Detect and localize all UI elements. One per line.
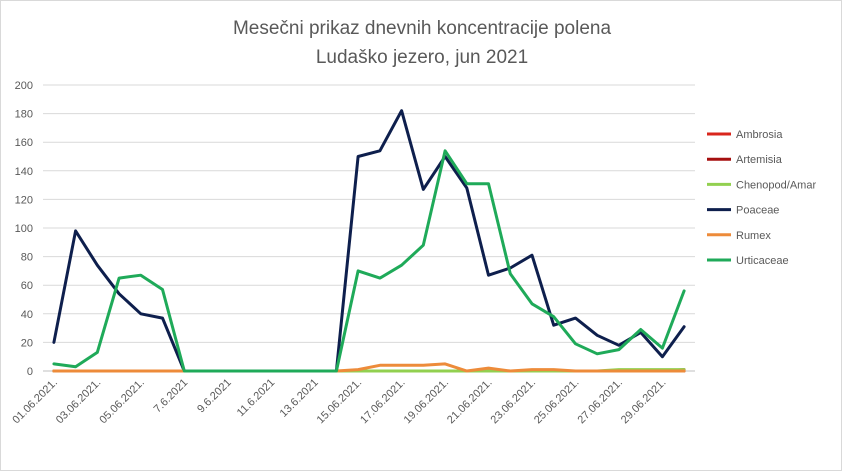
legend-label: Poaceae [736, 205, 779, 217]
x-tick-label: 19.06.2021. [402, 377, 452, 427]
y-tick-label: 60 [21, 280, 33, 292]
legend-label: Urticaceae [736, 255, 789, 267]
legend-item: Artemisia [707, 154, 783, 166]
x-tick-label: 17.06.2021. [358, 377, 408, 427]
legend-label: Rumex [736, 230, 771, 242]
y-tick-label: 20 [21, 337, 33, 349]
legend-label: Chenopod/Amar [736, 179, 816, 191]
series-line-poaceae [52, 109, 686, 373]
y-tick-label: 180 [15, 109, 33, 121]
series-line-rumex [52, 362, 686, 373]
x-tick-label: 9.6.2021 [195, 377, 234, 416]
x-tick-label: 23.06.2021. [489, 377, 539, 427]
y-tick-label: 120 [15, 194, 33, 206]
x-axis-tick-labels: 01.06.2021.03.06.2021.05.06.2021. 7.6.202… [10, 377, 668, 427]
legend-item: Ambrosia [707, 129, 783, 141]
x-tick-label: 7.6.2021 [152, 377, 191, 416]
series-lines [52, 109, 686, 373]
chart-title-line-2: Ludaško jezero, jun 2021 [316, 47, 528, 68]
gridlines [43, 84, 695, 372]
y-tick-label: 100 [15, 223, 33, 235]
y-tick-label: 80 [21, 252, 33, 264]
x-tick-label: 11.6.2021 [235, 377, 278, 420]
legend-label: Artemisia [736, 154, 783, 166]
legend: Ambrosia Artemisia Chenopod/Amar Poaceae Rum… [707, 129, 816, 267]
x-tick-label: 27.06.2021. [575, 377, 625, 427]
x-tick-label: 25.06.2021. [532, 377, 582, 427]
y-tick-label: 140 [15, 166, 33, 178]
x-tick-label: 21.06.2021. [445, 377, 495, 427]
x-tick-label: 03.06.2021. [54, 377, 104, 427]
x-tick-label: 29.06.2021. [619, 377, 669, 427]
y-tick-label: 200 [15, 80, 33, 92]
legend-label: Ambrosia [736, 129, 783, 141]
x-tick-label: 01.06.2021. [10, 377, 60, 427]
series-line-urticaceae [52, 149, 686, 373]
legend-item: Rumex [707, 230, 771, 242]
y-tick-label: 160 [15, 137, 33, 149]
x-tick-label: 15.06.2021. [315, 377, 365, 427]
x-tick-label: 05.06.2021. [97, 377, 147, 427]
x-tick-label: 13.6.2021 [278, 377, 321, 420]
y-tick-label: 40 [21, 309, 33, 321]
legend-item: Poaceae [707, 205, 779, 217]
legend-item: Chenopod/Amar [707, 179, 816, 191]
chart-title-line-1: Mesečni prikaz dnevnih koncentracije pol… [233, 18, 612, 39]
y-tick-label: 0 [27, 366, 33, 378]
legend-item: Urticaceae [707, 255, 789, 267]
y-axis-tick-labels: 0 20 40 60 80 100 120 140 160 180 200 [15, 80, 33, 378]
